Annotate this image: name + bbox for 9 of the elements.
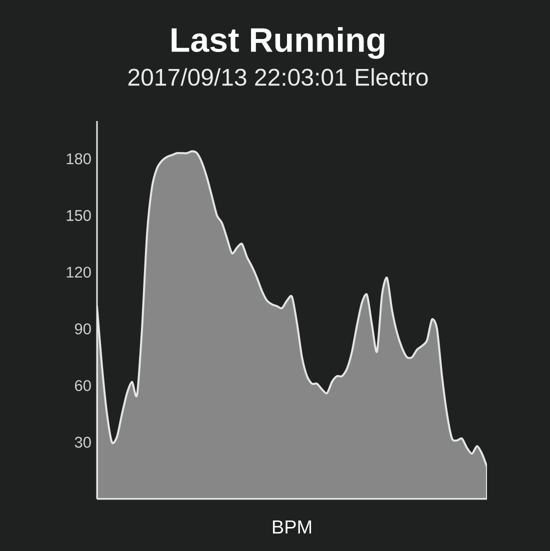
y-tick-label: 120 bbox=[66, 266, 91, 278]
y-tick-label: 180 bbox=[66, 153, 91, 164]
y-tick-label: 150 bbox=[66, 210, 91, 221]
y-tick-label: 90 bbox=[74, 323, 91, 334]
x-axis-title: BPM bbox=[272, 520, 312, 534]
y-tick-label: 60 bbox=[75, 380, 91, 392]
y-tick-label: 30 bbox=[74, 436, 91, 448]
chart-title: Last Running bbox=[172, 27, 384, 59]
chart-subtitle: 2017/09/13 22:03:01 Electro bbox=[128, 68, 428, 86]
